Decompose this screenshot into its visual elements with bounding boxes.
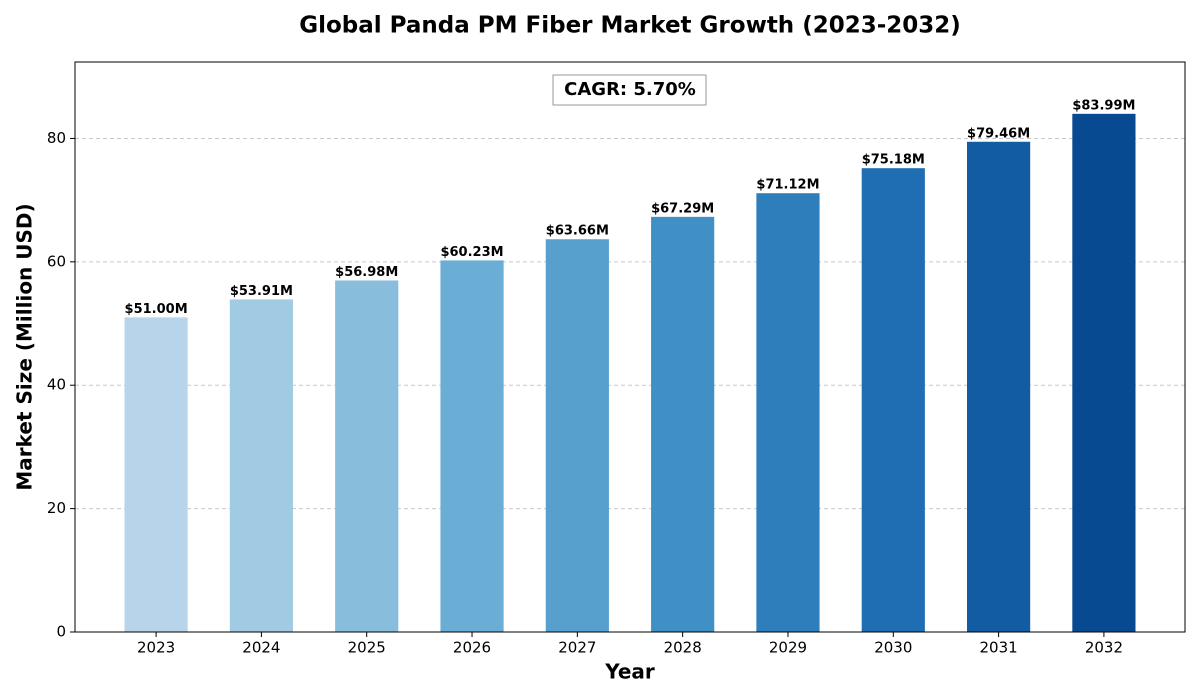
x-tick-label: 2029 [769, 639, 807, 657]
bar [651, 216, 715, 632]
value-label: $51.00M [125, 302, 188, 317]
bar [440, 260, 504, 632]
value-label: $56.98M [335, 265, 398, 280]
value-label: $63.66M [546, 224, 609, 239]
bar [124, 317, 188, 632]
bar [756, 193, 820, 633]
x-tick-label: 2026 [453, 639, 491, 657]
y-axis-label: Market Size (Million USD) [13, 203, 37, 490]
value-label: $71.12M [756, 178, 819, 193]
value-label: $67.29M [651, 201, 714, 216]
y-tick-label: 20 [47, 499, 66, 517]
x-tick-label: 2031 [980, 639, 1018, 657]
value-label: $79.46M [967, 126, 1030, 141]
bar [1072, 113, 1136, 632]
value-label: $53.91M [230, 284, 293, 299]
bar [861, 168, 925, 633]
value-label: $75.18M [862, 153, 925, 168]
y-tick-label: 60 [47, 252, 66, 270]
y-tick-label: 80 [47, 129, 66, 147]
x-axis-label: Year [604, 660, 655, 684]
y-tick-label: 0 [56, 623, 66, 641]
x-tick-label: 2028 [664, 639, 702, 657]
value-label: $83.99M [1072, 98, 1135, 113]
x-tick-label: 2027 [558, 639, 596, 657]
y-tick-label: 40 [47, 376, 66, 394]
x-tick-label: 2023 [137, 639, 175, 657]
x-tick-label: 2030 [874, 639, 912, 657]
annotation: CAGR: 5.70% [564, 79, 696, 100]
x-tick-label: 2032 [1085, 639, 1123, 657]
bar [335, 280, 399, 632]
bar [229, 299, 293, 632]
bar [545, 239, 609, 632]
bar [967, 141, 1031, 633]
plot-frame [74, 61, 1186, 633]
value-label: $60.23M [440, 245, 503, 260]
x-tick-label: 2025 [348, 639, 386, 657]
x-tick-label: 2024 [242, 639, 280, 657]
chart-title: Global Panda PM Fiber Market Growth (202… [299, 13, 961, 39]
annotation-box [552, 74, 707, 106]
